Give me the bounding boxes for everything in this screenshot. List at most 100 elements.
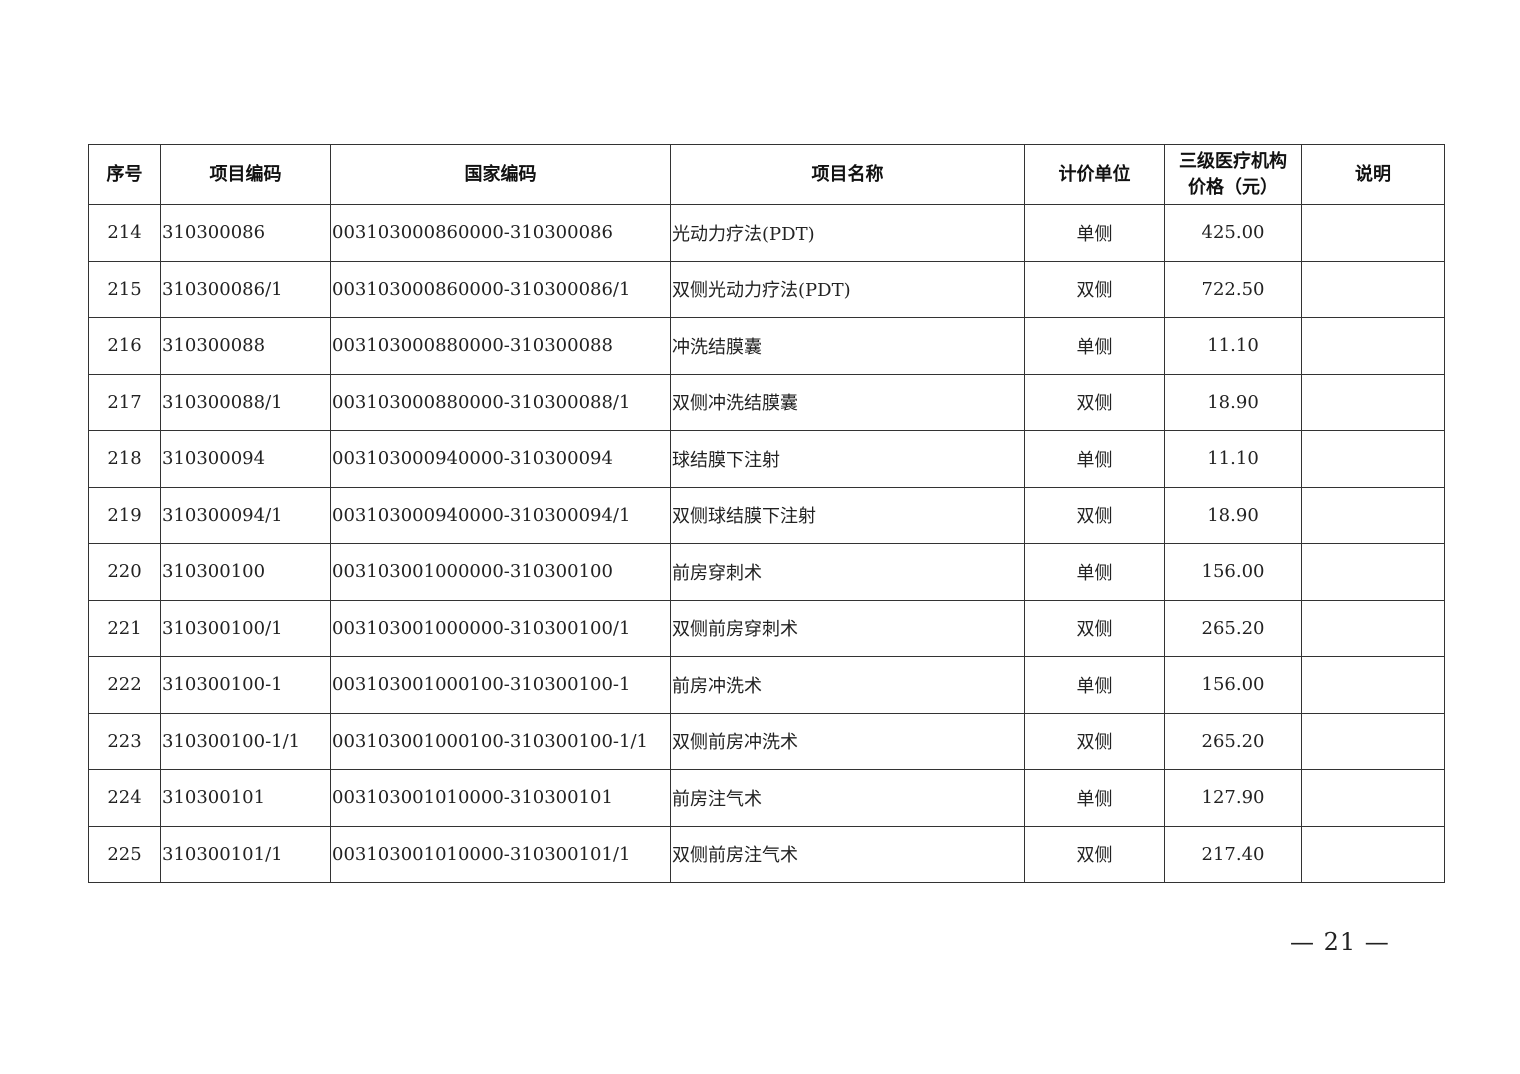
cell-price: 217.40 <box>1164 825 1302 883</box>
table-row: 221 310300100/1 003103001000000-310300100/… <box>88 599 1445 657</box>
cell-item-code: 310300086/1 <box>160 260 331 318</box>
header-item-code: 项目编码 <box>160 144 331 205</box>
cell-notes <box>1301 430 1445 488</box>
cell-index: 217 <box>88 373 161 431</box>
cell-unit: 双侧 <box>1024 260 1165 318</box>
table-row: 220 310300100 003103001000000-310300100 前房穿… <box>88 543 1445 601</box>
cell-notes <box>1301 712 1445 770</box>
header-unit: 计价单位 <box>1024 144 1165 205</box>
cell-notes <box>1301 656 1445 714</box>
cell-notes <box>1301 825 1445 883</box>
cell-notes <box>1301 769 1445 827</box>
header-price-line2: 价格（元） <box>1188 176 1278 198</box>
cell-item-code: 310300100-1 <box>160 656 331 714</box>
cell-unit: 双侧 <box>1024 599 1165 657</box>
cell-item-name: 球结膜下注射 <box>670 430 1025 488</box>
cell-price: 11.10 <box>1164 317 1302 375</box>
table-row: 214 310300086 003103000860000-310300086 光动力… <box>88 204 1445 262</box>
cell-national-code: 003103000940000-310300094/1 <box>330 486 671 544</box>
cell-item-code: 310300094/1 <box>160 486 331 544</box>
cell-unit: 单侧 <box>1024 769 1165 827</box>
cell-item-code: 310300100/1 <box>160 599 331 657</box>
cell-price: 156.00 <box>1164 656 1302 714</box>
cell-index: 221 <box>88 599 161 657</box>
cell-price: 127.90 <box>1164 769 1302 827</box>
cell-item-code: 310300101 <box>160 769 331 827</box>
cell-item-name: 双侧球结膜下注射 <box>670 486 1025 544</box>
cell-price: 265.20 <box>1164 712 1302 770</box>
cell-national-code: 003103001000000-310300100 <box>330 543 671 601</box>
price-table: 序号 项目编码 国家编码 项目名称 计价单位 三级医疗机构 价格（元） 说明 21… <box>88 144 1445 883</box>
table-row: 224 310300101 003103001010000-310300101 前房注… <box>88 769 1445 827</box>
cell-index: 222 <box>88 656 161 714</box>
cell-national-code: 003103000880000-310300088 <box>330 317 671 375</box>
cell-national-code: 003103001000100-310300100-1/1 <box>330 712 671 770</box>
cell-unit: 双侧 <box>1024 373 1165 431</box>
cell-unit: 单侧 <box>1024 317 1165 375</box>
cell-index: 220 <box>88 543 161 601</box>
cell-national-code: 003103000940000-310300094 <box>330 430 671 488</box>
cell-notes <box>1301 204 1445 262</box>
header-index: 序号 <box>88 144 161 205</box>
cell-item-name: 冲洗结膜囊 <box>670 317 1025 375</box>
cell-notes <box>1301 543 1445 601</box>
cell-price: 11.10 <box>1164 430 1302 488</box>
cell-notes <box>1301 260 1445 318</box>
page-number: — 21 — <box>1290 928 1390 956</box>
cell-unit: 单侧 <box>1024 656 1165 714</box>
cell-unit: 双侧 <box>1024 486 1165 544</box>
cell-item-code: 310300094 <box>160 430 331 488</box>
cell-notes <box>1301 317 1445 375</box>
table-row: 222 310300100-1 003103001000100-310300100-… <box>88 656 1445 714</box>
cell-national-code: 003103001000000-310300100/1 <box>330 599 671 657</box>
cell-national-code: 003103000880000-310300088/1 <box>330 373 671 431</box>
cell-price: 18.90 <box>1164 486 1302 544</box>
cell-item-name: 前房穿刺术 <box>670 543 1025 601</box>
table-row: 215 310300086/1 003103000860000-310300086/… <box>88 260 1445 318</box>
cell-item-code: 310300088 <box>160 317 331 375</box>
cell-item-name: 光动力疗法(PDT) <box>670 204 1025 262</box>
header-national-code: 国家编码 <box>330 144 671 205</box>
cell-index: 214 <box>88 204 161 262</box>
table-row: 218 310300094 003103000940000-310300094 球结膜… <box>88 430 1445 488</box>
cell-price: 265.20 <box>1164 599 1302 657</box>
table-header-row: 序号 项目编码 国家编码 项目名称 计价单位 三级医疗机构 价格（元） 说明 <box>88 144 1445 205</box>
cell-notes <box>1301 599 1445 657</box>
cell-unit: 单侧 <box>1024 430 1165 488</box>
cell-item-name: 双侧前房注气术 <box>670 825 1025 883</box>
cell-price: 18.90 <box>1164 373 1302 431</box>
cell-national-code: 003103001000100-310300100-1 <box>330 656 671 714</box>
table-row: 216 310300088 003103000880000-310300088 冲洗结… <box>88 317 1445 375</box>
cell-item-name: 双侧前房冲洗术 <box>670 712 1025 770</box>
cell-item-name: 双侧前房穿刺术 <box>670 599 1025 657</box>
table-row: 219 310300094/1 003103000940000-310300094/… <box>88 486 1445 544</box>
cell-item-name: 前房冲洗术 <box>670 656 1025 714</box>
cell-notes <box>1301 486 1445 544</box>
cell-index: 224 <box>88 769 161 827</box>
cell-price: 425.00 <box>1164 204 1302 262</box>
cell-index: 223 <box>88 712 161 770</box>
cell-index: 225 <box>88 825 161 883</box>
cell-item-code: 310300101/1 <box>160 825 331 883</box>
table-row: 217 310300088/1 003103000880000-310300088/… <box>88 373 1445 431</box>
header-price-line1: 三级医疗机构 <box>1179 150 1287 172</box>
cell-national-code: 003103001010000-310300101/1 <box>330 825 671 883</box>
cell-price: 156.00 <box>1164 543 1302 601</box>
cell-national-code: 003103000860000-310300086 <box>330 204 671 262</box>
cell-national-code: 003103001010000-310300101 <box>330 769 671 827</box>
cell-item-code: 310300088/1 <box>160 373 331 431</box>
header-price: 三级医疗机构 价格（元） <box>1164 144 1302 205</box>
cell-index: 218 <box>88 430 161 488</box>
header-notes: 说明 <box>1301 144 1445 205</box>
cell-unit: 单侧 <box>1024 543 1165 601</box>
cell-item-name: 双侧冲洗结膜囊 <box>670 373 1025 431</box>
header-item-name: 项目名称 <box>670 144 1025 205</box>
cell-unit: 双侧 <box>1024 712 1165 770</box>
cell-item-code: 310300100-1/1 <box>160 712 331 770</box>
table-row: 223 310300100-1/1 003103001000100-31030010… <box>88 712 1445 770</box>
cell-index: 216 <box>88 317 161 375</box>
table-row: 225 310300101/1 003103001010000-310300101/… <box>88 825 1445 883</box>
cell-unit: 双侧 <box>1024 825 1165 883</box>
cell-index: 219 <box>88 486 161 544</box>
cell-national-code: 003103000860000-310300086/1 <box>330 260 671 318</box>
